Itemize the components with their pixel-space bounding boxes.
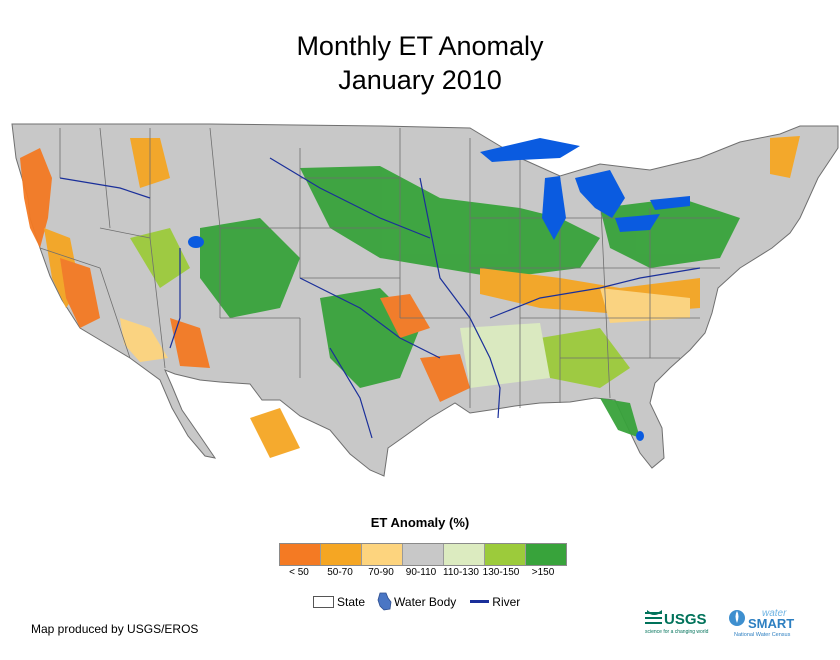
legend-label: 110-130	[443, 567, 479, 578]
legend-color-ramp	[279, 543, 567, 566]
legend-symbols: State Water Body River	[313, 592, 520, 611]
water-bodies	[188, 138, 690, 441]
legend-swatch-130-150	[484, 544, 525, 565]
watersmart-main-text: SMART	[748, 616, 794, 631]
legend-label: 130-150	[482, 567, 520, 578]
legend-label: 90-110	[405, 567, 437, 578]
river-symbol-label: River	[492, 594, 521, 609]
river-symbol-icon	[470, 600, 490, 603]
legend-swatch-lt50	[280, 544, 320, 565]
usgs-logo: USGS science for a changing world	[645, 610, 709, 635]
state-borders	[39, 127, 720, 408]
map-subtitle: January 2010	[338, 65, 502, 95]
legend-title: ET Anomaly (%)	[370, 515, 470, 530]
legend-swatch-gt150	[525, 544, 566, 565]
legend-swatch-110-130	[443, 544, 484, 565]
legend-swatch-70-90	[361, 544, 402, 565]
usgs-logo-text: USGS	[664, 611, 707, 628]
watersmart-logo: water SMART National Water Census	[729, 608, 794, 638]
state-symbol-label: State	[337, 594, 366, 609]
rivers	[59, 157, 701, 439]
map-title: Monthly ET Anomaly	[296, 31, 544, 61]
state-symbol-icon	[313, 595, 334, 608]
watersmart-top-text: water	[762, 608, 787, 619]
map-credit: Map produced by USGS/EROS	[31, 622, 199, 636]
legend-label: 50-70	[327, 567, 353, 578]
legend-label: < 50	[289, 567, 309, 578]
legend-swatch-90-110	[402, 544, 443, 565]
legend-label: 70-90	[368, 567, 394, 578]
water-body-symbol-label: Water Body	[394, 594, 457, 609]
water-body-icon	[377, 592, 392, 611]
legend-swatch-50-70	[320, 544, 361, 565]
usgs-tagline: science for a changing world	[645, 629, 709, 635]
conus-land	[11, 123, 839, 477]
anomaly-patches	[20, 136, 800, 458]
watersmart-sub-text: National Water Census	[734, 632, 791, 638]
us-et-anomaly-map	[11, 123, 839, 477]
legend-label: >150	[531, 567, 555, 578]
